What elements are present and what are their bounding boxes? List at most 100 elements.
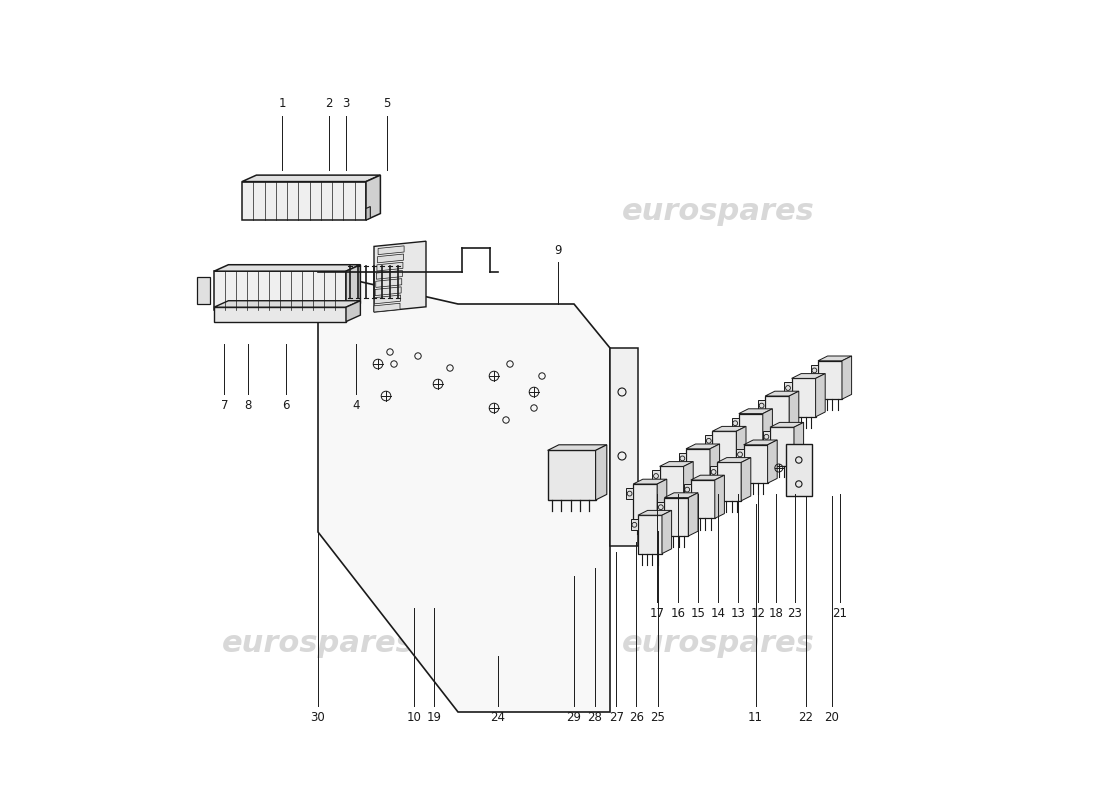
Polygon shape bbox=[710, 466, 717, 478]
Polygon shape bbox=[214, 271, 346, 310]
Polygon shape bbox=[683, 484, 691, 495]
Text: 29: 29 bbox=[566, 711, 582, 724]
Text: 30: 30 bbox=[310, 711, 326, 724]
Polygon shape bbox=[762, 431, 770, 442]
Text: 18: 18 bbox=[769, 607, 784, 620]
Polygon shape bbox=[214, 307, 346, 322]
Polygon shape bbox=[548, 450, 595, 500]
Polygon shape bbox=[739, 414, 762, 452]
Polygon shape bbox=[652, 470, 660, 482]
Polygon shape bbox=[242, 182, 366, 220]
Text: 12: 12 bbox=[750, 607, 766, 620]
Polygon shape bbox=[818, 356, 851, 361]
Polygon shape bbox=[842, 356, 851, 399]
Polygon shape bbox=[595, 445, 607, 500]
Text: 27: 27 bbox=[609, 711, 624, 724]
Text: 14: 14 bbox=[711, 607, 726, 620]
Text: 28: 28 bbox=[587, 711, 602, 724]
Polygon shape bbox=[657, 479, 667, 522]
Polygon shape bbox=[683, 462, 693, 505]
Polygon shape bbox=[705, 435, 713, 446]
Text: 20: 20 bbox=[824, 711, 839, 724]
Polygon shape bbox=[664, 498, 689, 536]
Text: 11: 11 bbox=[748, 711, 763, 724]
Polygon shape bbox=[376, 270, 403, 279]
Polygon shape bbox=[346, 301, 361, 322]
Text: 2: 2 bbox=[326, 98, 333, 110]
Polygon shape bbox=[818, 361, 842, 399]
Text: eurospares: eurospares bbox=[221, 278, 415, 306]
Polygon shape bbox=[770, 427, 794, 466]
Text: 10: 10 bbox=[407, 711, 421, 724]
Polygon shape bbox=[638, 515, 662, 554]
Polygon shape bbox=[766, 391, 799, 396]
Text: 21: 21 bbox=[832, 607, 847, 620]
Polygon shape bbox=[686, 444, 719, 449]
Polygon shape bbox=[736, 426, 746, 470]
Polygon shape bbox=[815, 374, 825, 417]
Polygon shape bbox=[630, 519, 638, 530]
Polygon shape bbox=[786, 444, 812, 496]
Polygon shape bbox=[689, 493, 698, 536]
Polygon shape bbox=[318, 272, 610, 712]
Text: 5: 5 bbox=[383, 98, 390, 110]
Polygon shape bbox=[634, 479, 667, 484]
Text: 9: 9 bbox=[554, 244, 562, 257]
Polygon shape bbox=[710, 444, 719, 487]
Text: 8: 8 bbox=[244, 399, 252, 412]
Text: eurospares: eurospares bbox=[621, 630, 814, 658]
Polygon shape bbox=[789, 391, 799, 434]
Text: 4: 4 bbox=[353, 399, 360, 412]
Text: 24: 24 bbox=[491, 711, 506, 724]
Polygon shape bbox=[715, 475, 725, 518]
Polygon shape bbox=[770, 422, 804, 427]
Text: 16: 16 bbox=[671, 607, 685, 620]
Polygon shape bbox=[375, 295, 400, 304]
Polygon shape bbox=[686, 449, 710, 487]
Text: 22: 22 bbox=[799, 711, 814, 724]
Polygon shape bbox=[794, 422, 804, 466]
Text: 13: 13 bbox=[730, 607, 746, 620]
Polygon shape bbox=[377, 254, 404, 262]
Polygon shape bbox=[744, 445, 768, 483]
Polygon shape bbox=[214, 265, 361, 271]
Polygon shape bbox=[374, 242, 426, 312]
Polygon shape bbox=[377, 262, 403, 271]
Polygon shape bbox=[657, 502, 664, 513]
Polygon shape bbox=[784, 382, 792, 394]
Polygon shape bbox=[811, 365, 818, 376]
Text: 7: 7 bbox=[221, 399, 228, 412]
Polygon shape bbox=[664, 493, 698, 498]
Polygon shape bbox=[762, 409, 772, 452]
Polygon shape bbox=[679, 453, 686, 464]
Polygon shape bbox=[378, 246, 404, 254]
Polygon shape bbox=[662, 510, 672, 554]
Text: 25: 25 bbox=[650, 711, 666, 724]
Polygon shape bbox=[374, 303, 400, 312]
Polygon shape bbox=[197, 277, 210, 304]
Polygon shape bbox=[758, 400, 766, 411]
Text: 17: 17 bbox=[650, 607, 664, 620]
Polygon shape bbox=[660, 462, 693, 466]
Polygon shape bbox=[766, 396, 789, 434]
Text: 6: 6 bbox=[283, 399, 289, 412]
Text: 26: 26 bbox=[629, 711, 644, 724]
Polygon shape bbox=[739, 409, 772, 414]
Polygon shape bbox=[638, 510, 672, 515]
Text: eurospares: eurospares bbox=[621, 198, 814, 226]
Polygon shape bbox=[717, 458, 751, 462]
Polygon shape bbox=[691, 475, 725, 480]
Polygon shape bbox=[792, 374, 825, 378]
Polygon shape bbox=[375, 287, 402, 296]
Polygon shape bbox=[768, 440, 778, 483]
Polygon shape bbox=[366, 206, 371, 220]
Text: 15: 15 bbox=[691, 607, 705, 620]
Polygon shape bbox=[732, 418, 739, 429]
Polygon shape bbox=[713, 431, 736, 470]
Polygon shape bbox=[214, 301, 361, 307]
Polygon shape bbox=[741, 458, 751, 501]
Polygon shape bbox=[548, 445, 607, 450]
Polygon shape bbox=[691, 480, 715, 518]
Polygon shape bbox=[346, 265, 361, 310]
Polygon shape bbox=[610, 348, 638, 546]
